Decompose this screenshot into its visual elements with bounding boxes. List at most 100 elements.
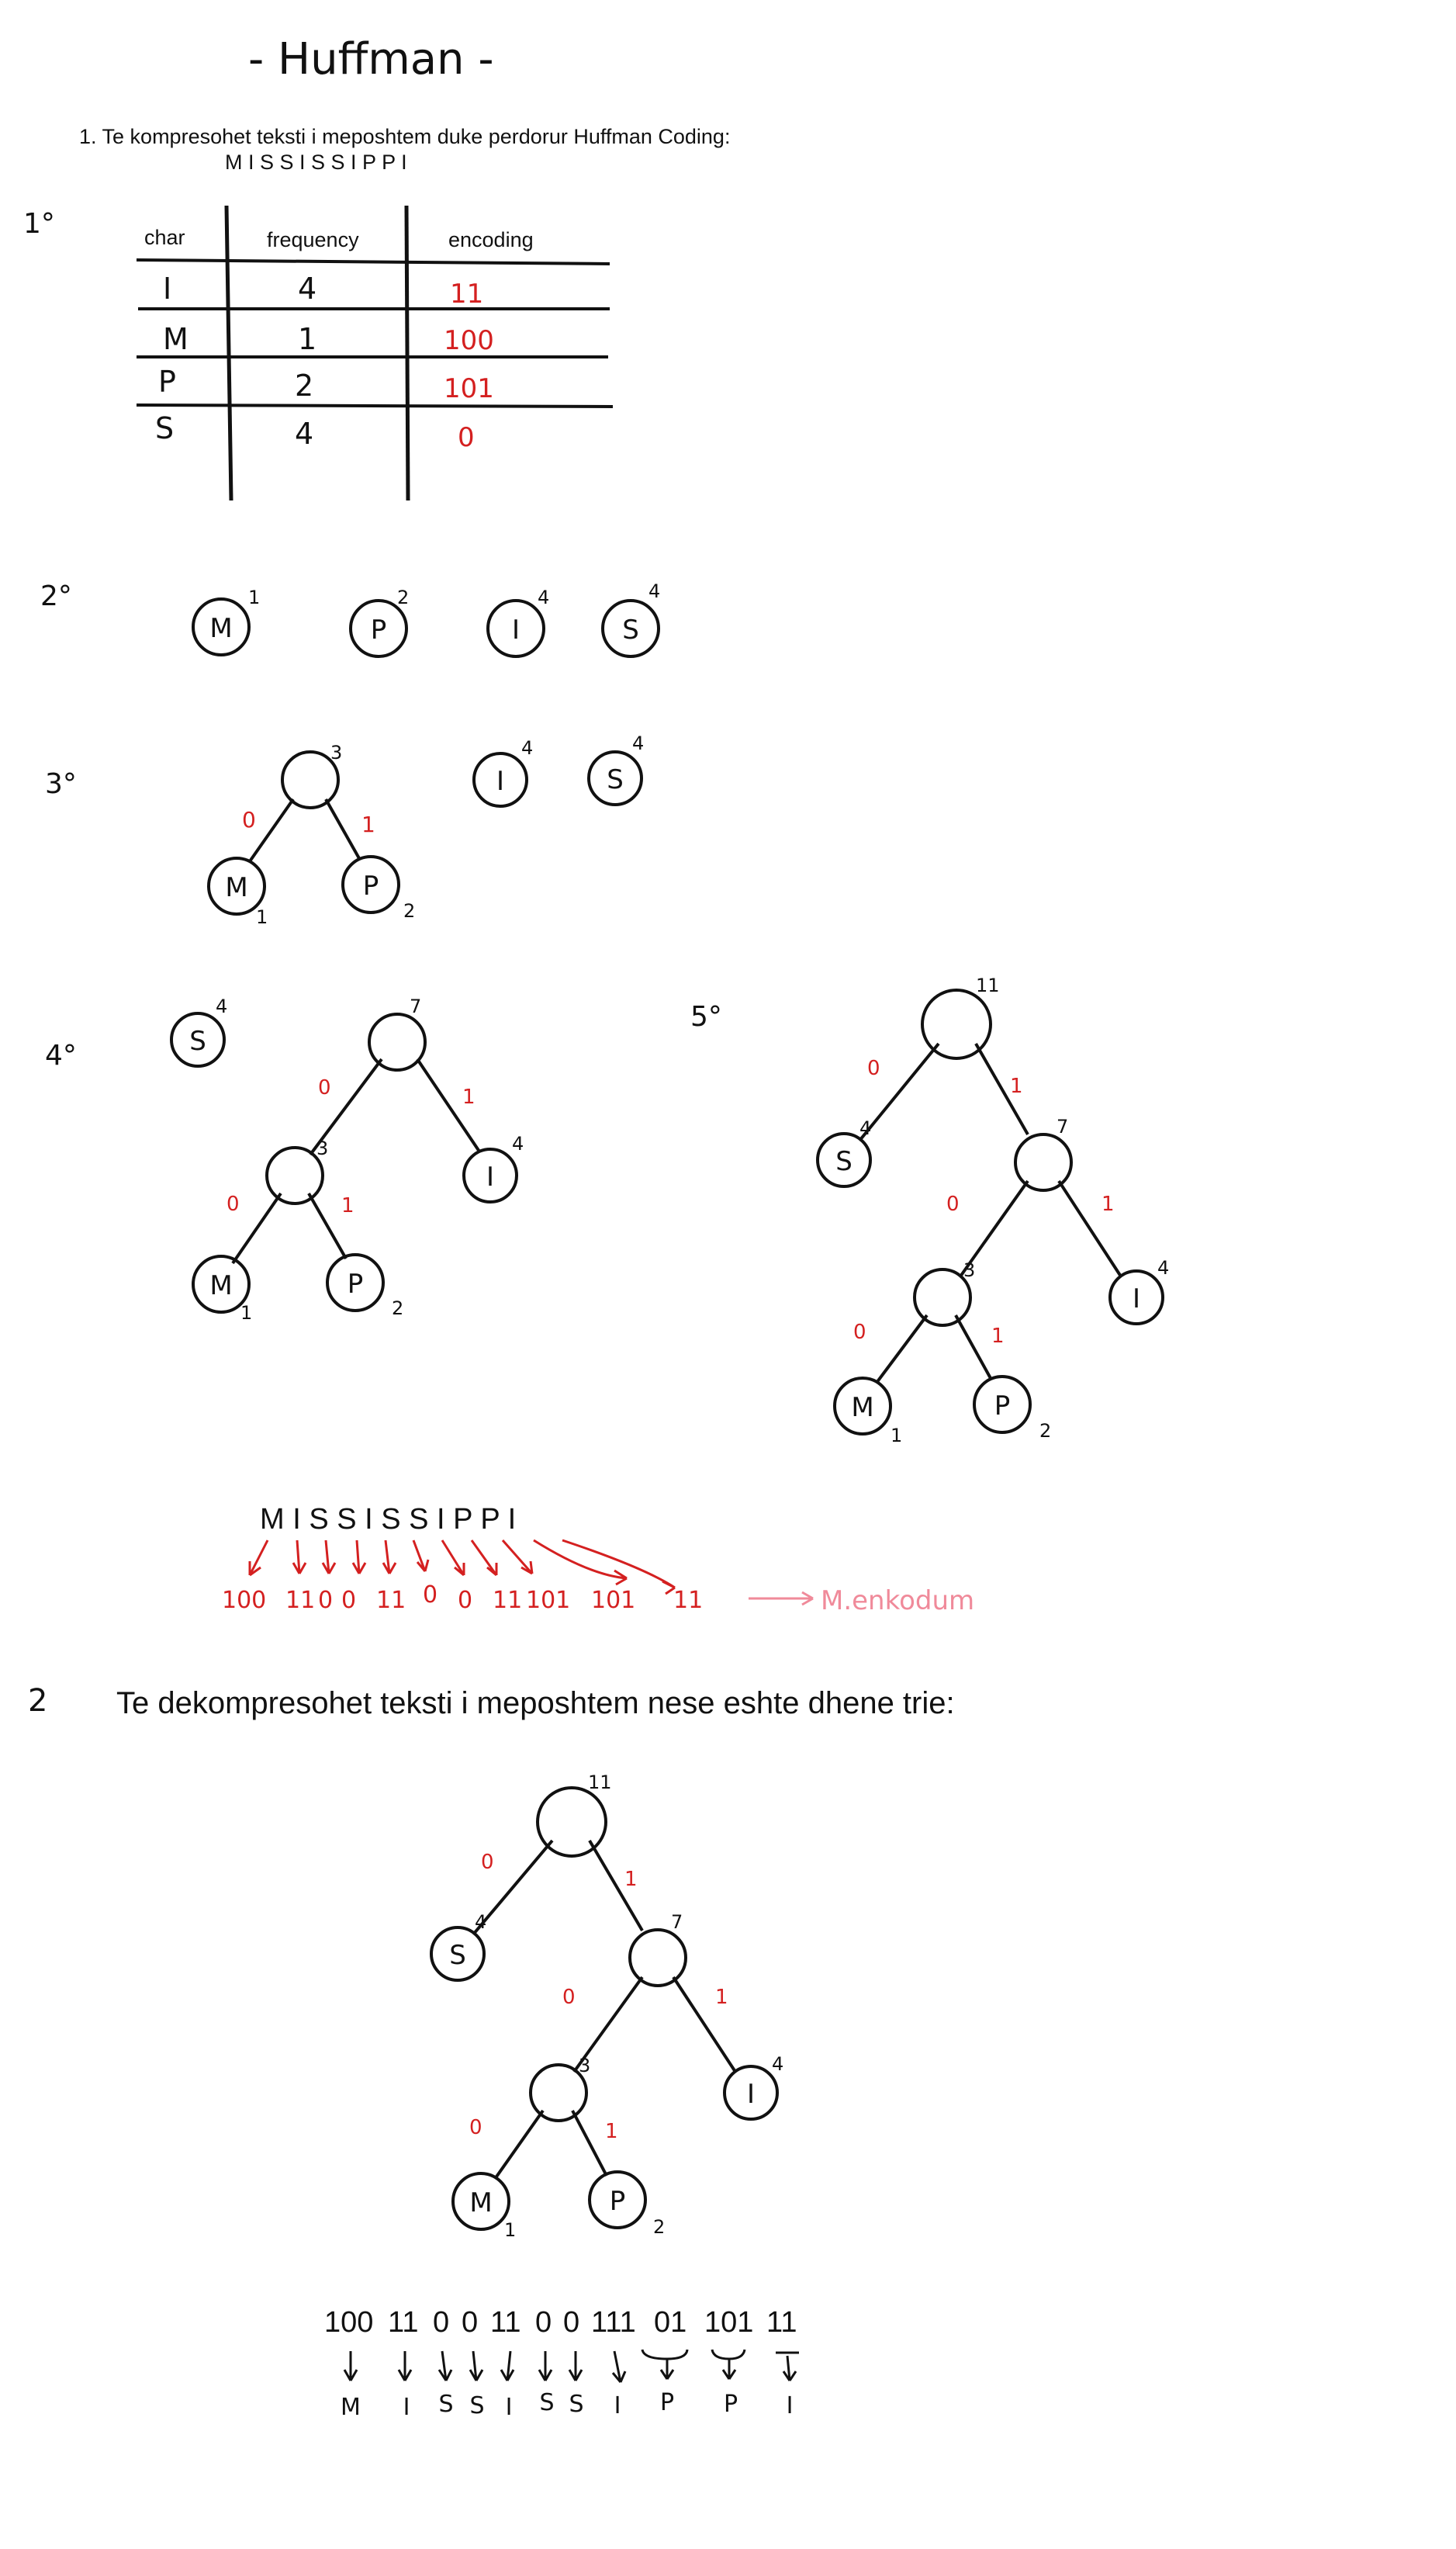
code-group: 0 (563, 2306, 579, 2339)
internal-node (1014, 1133, 1073, 1192)
node-label: S (449, 1940, 466, 1971)
encoding-section: M I S S I S S I P P I 100 11 0 0 11 0 0 … (222, 1503, 974, 1616)
decoded-letter: S (539, 2389, 554, 2416)
node-weight: 4 (475, 1911, 486, 1933)
tree-edge (672, 1976, 737, 2073)
tree-edge (309, 1058, 383, 1156)
encoded-code: 0 (458, 1587, 472, 1614)
edge-label-1: 1 (605, 2120, 618, 2143)
step1-label: 1° (23, 208, 55, 240)
decoded-letter: P (724, 2391, 738, 2418)
node-weight: 7 (671, 1911, 683, 1933)
encoded-code: 11 (376, 1587, 406, 1614)
arrow-down-icon (538, 2351, 553, 2381)
table-cell-encoding: 11 (450, 279, 483, 310)
table-cell-frequency: 1 (298, 322, 316, 356)
edge-label-1: 1 (715, 1986, 728, 2009)
arrow (470, 1539, 498, 1577)
leaf-node-m (207, 857, 266, 916)
node-weight: 2 (403, 900, 415, 922)
node-weight: 3 (579, 2055, 590, 2076)
node-weight: 7 (1057, 1116, 1068, 1138)
node-label: I (747, 2079, 755, 2110)
step2-label: 2° (40, 580, 72, 612)
tree-edge (974, 1043, 1029, 1135)
edge-label-0: 0 (867, 1057, 880, 1080)
code-group: 11 (490, 2306, 520, 2339)
node-weight: 2 (653, 2216, 665, 2238)
node-label: S (189, 1026, 206, 1057)
table-cell-frequency: 4 (295, 417, 313, 451)
node-weight: 2 (1039, 1420, 1051, 1442)
frequency-table: char frequency encoding I 4 11 M 1 100 P… (136, 205, 614, 501)
edge-label-1: 1 (1102, 1193, 1115, 1216)
leaf-node-s (601, 599, 660, 658)
edge-label-0: 0 (946, 1193, 960, 1216)
table-header-encoding: encoding (448, 228, 534, 251)
step5-tree: 11 0 1 S 4 7 0 1 I 4 3 0 1 M 1 P 2 (816, 975, 1169, 1446)
internal-node (368, 1013, 427, 1072)
node-weight: 4 (632, 732, 644, 754)
tree-edge (858, 1042, 940, 1142)
leaf-node-m (192, 597, 251, 656)
encoding-note: M.enkodum (821, 1585, 974, 1616)
node-weight: 11 (588, 1771, 612, 1793)
edge-label-0: 0 (227, 1193, 240, 1216)
arrow-down-icon (343, 2351, 358, 2381)
encoded-code: 101 (591, 1587, 635, 1614)
node-weight: 3 (316, 1138, 328, 1159)
encoded-code: 0 (423, 1581, 437, 1609)
task1-prompt: 1. Te kompresohet teksti i meposhtem duk… (79, 125, 730, 148)
edge-label-1: 1 (361, 812, 375, 837)
bracket-arrow-icon (711, 2349, 746, 2380)
node-weight: 11 (976, 975, 1000, 996)
node-weight: 1 (504, 2219, 516, 2241)
node-weight: 4 (538, 587, 549, 608)
leaf-node-s (170, 1012, 226, 1068)
node-label: P (363, 871, 379, 902)
tree-edge (1057, 1179, 1122, 1278)
edge-label-0: 0 (469, 2116, 482, 2139)
code-group: 01 (654, 2306, 686, 2339)
task2-prompt: Te dekompresohet teksti i meposhtem nese… (116, 1686, 955, 1720)
step4-label: 4° (45, 1040, 77, 1072)
internal-node (913, 1268, 972, 1327)
bracket-arrow-icon (641, 2349, 689, 2380)
arrow (382, 1539, 397, 1574)
leaf-node-i (472, 752, 528, 808)
arrow (248, 1539, 269, 1577)
edge-label-0: 0 (242, 807, 256, 833)
node-label: P (994, 1391, 1011, 1422)
node-weight: 4 (772, 2053, 783, 2075)
encoding-arrows (248, 1539, 676, 1595)
decoded-letter: I (787, 2392, 794, 2419)
node-label: I (1133, 1283, 1140, 1314)
table-cell-encoding: 101 (444, 373, 494, 404)
code-group: 111 (591, 2306, 636, 2339)
edge-label-0: 0 (481, 1851, 494, 1874)
node-weight: 3 (963, 1259, 975, 1281)
tree-edge (572, 1976, 644, 2073)
node-label: M (209, 1270, 232, 1301)
node-weight: 4 (859, 1117, 871, 1139)
decode-arrows (343, 2349, 799, 2383)
arrow (441, 1539, 465, 1577)
code-group: 11 (766, 2306, 797, 2339)
node-weight: 7 (410, 996, 421, 1017)
encoding-codes: 100 11 0 0 11 0 0 11 101 101 11 (222, 1581, 703, 1614)
table-divider (224, 205, 233, 501)
step2-forest: M 1 P 2 I 4 S 4 (192, 580, 660, 658)
decoded-letter: I (403, 2394, 410, 2421)
root-node (921, 989, 992, 1060)
table-line (136, 258, 610, 265)
table-cell-frequency: 2 (295, 369, 313, 403)
node-label: S (835, 1146, 853, 1177)
tree-edge (231, 1192, 282, 1265)
leaf-node-p (341, 855, 400, 914)
encoded-code: 11 (673, 1587, 703, 1614)
node-label: P (348, 1269, 364, 1300)
leaf-node-m (451, 2172, 510, 2231)
step5-label: 5° (690, 1001, 722, 1033)
table-cell-encoding: 100 (444, 325, 494, 356)
node-weight: 2 (392, 1297, 403, 1319)
